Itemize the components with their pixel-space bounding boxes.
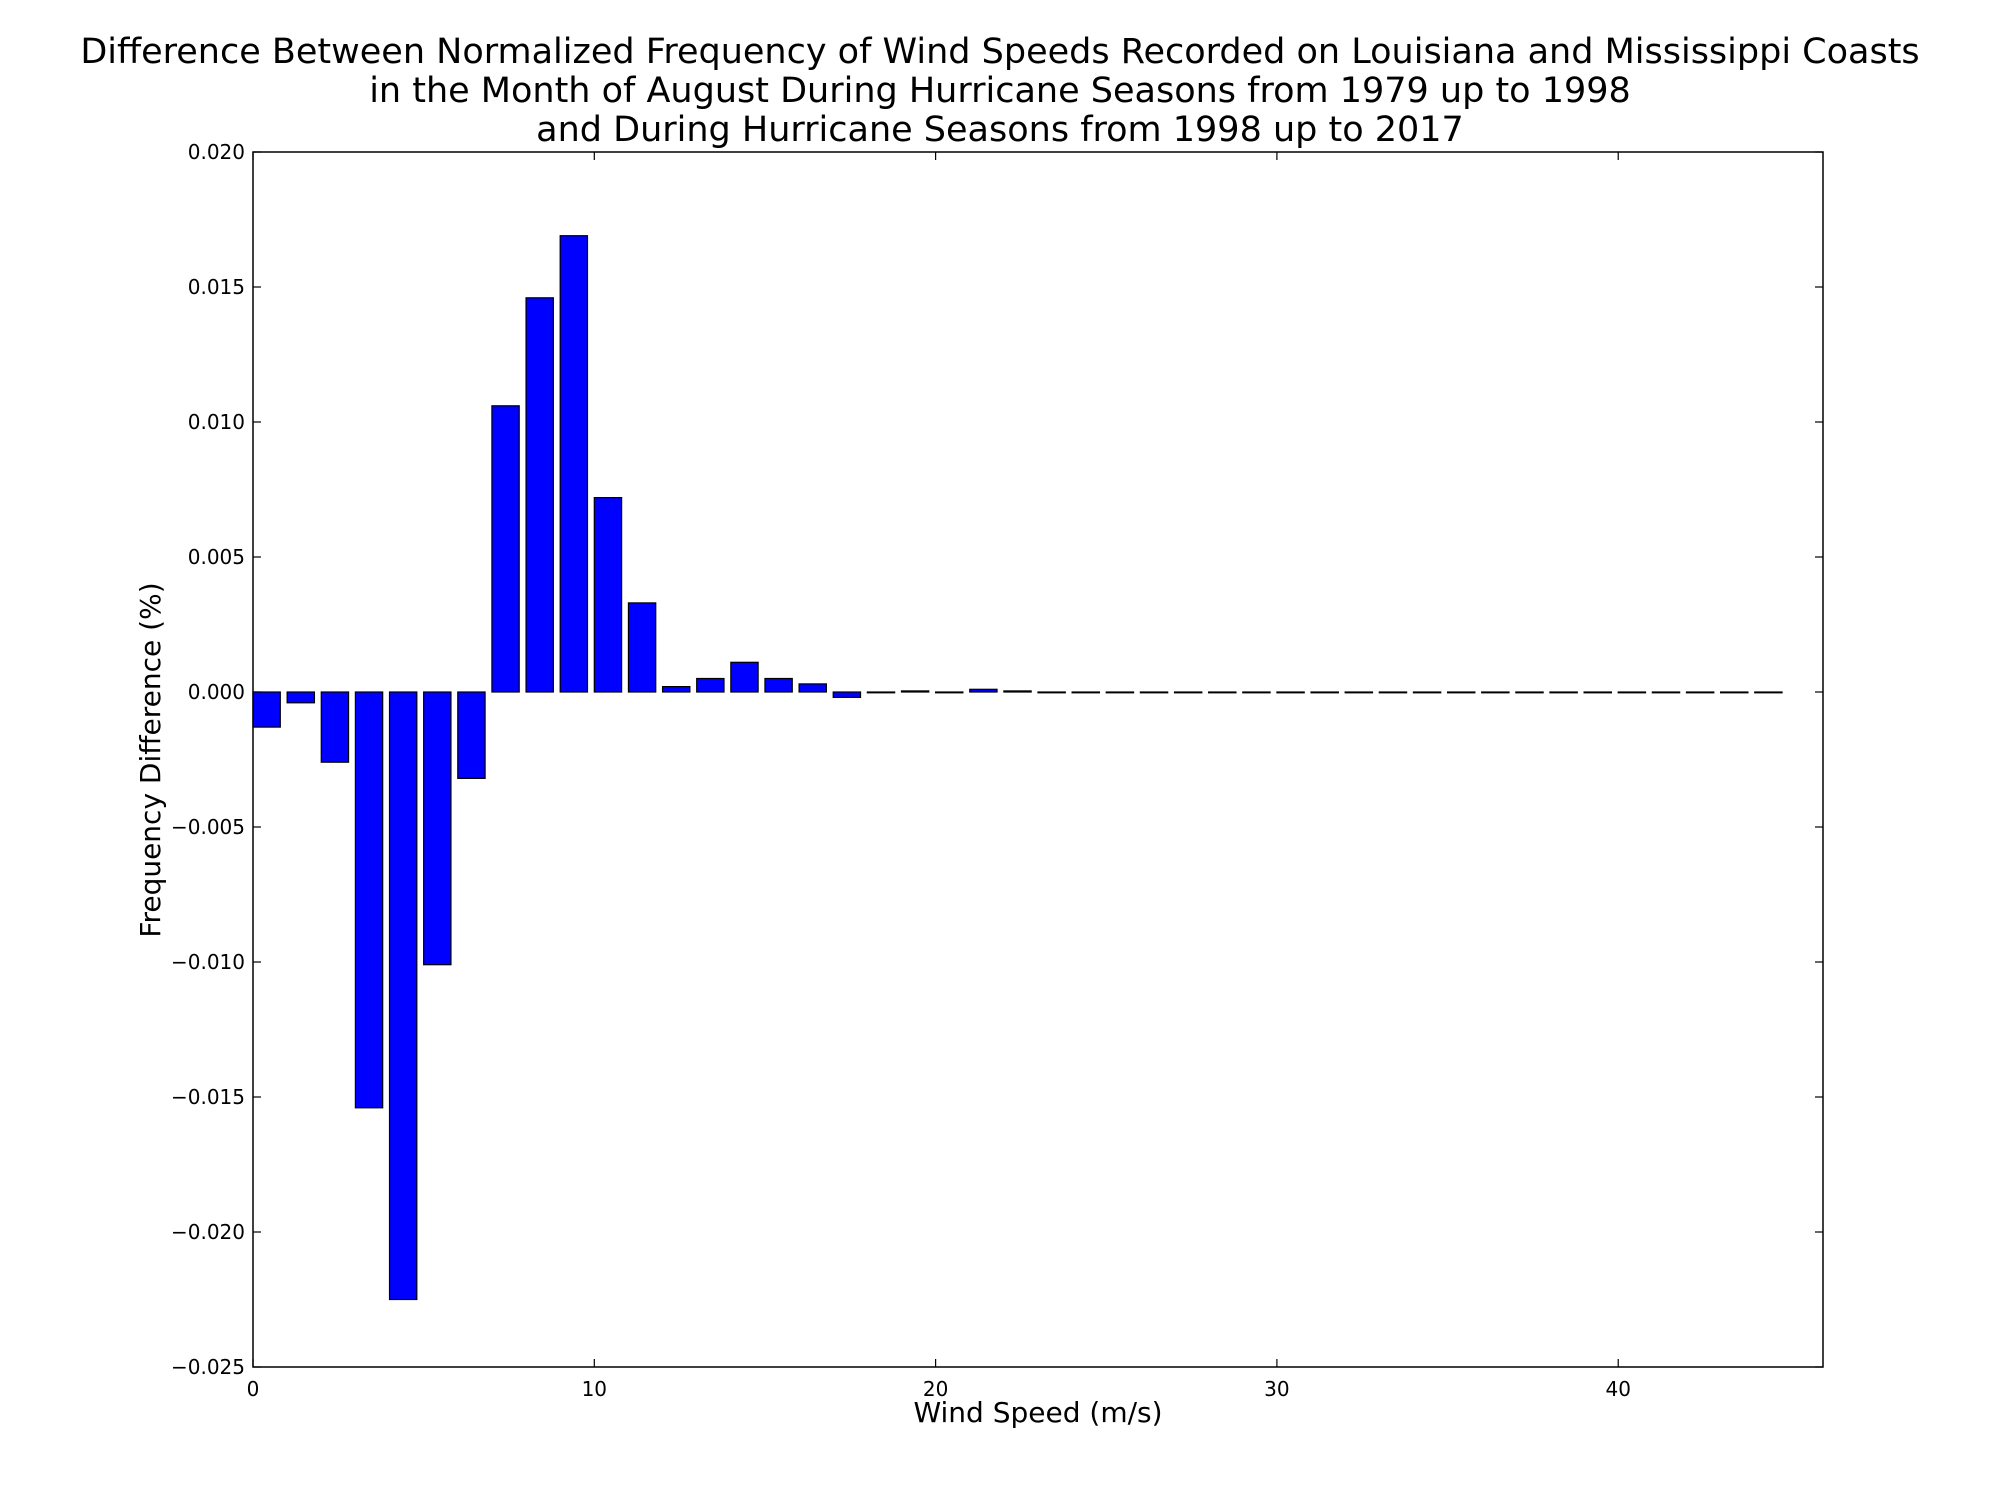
bar: [1754, 691, 1783, 694]
bar: [593, 497, 623, 693]
bar: [423, 691, 452, 966]
bar: [388, 691, 418, 1301]
y-tick-label: −0.005: [171, 815, 245, 839]
bar: [1481, 691, 1510, 694]
x-tick-label: 0: [247, 1377, 260, 1401]
x-axis-label: Wind Speed (m/s): [913, 1396, 1162, 1429]
chart-title-line-3: and During Hurricane Seasons from 1998 u…: [536, 110, 1464, 150]
bar: [491, 405, 520, 693]
bar: [1208, 691, 1237, 694]
bar: [798, 683, 827, 693]
chart-title-line-2: in the Month of August During Hurricane …: [369, 71, 1631, 111]
bars-group: [252, 235, 1783, 1301]
bar: [1685, 691, 1715, 694]
bar: [1173, 691, 1203, 694]
y-tick-label: −0.020: [171, 1220, 245, 1244]
bar: [1105, 691, 1135, 694]
bar: [286, 691, 316, 704]
bar: [1071, 691, 1101, 694]
x-tick-label: 20: [923, 1377, 948, 1401]
plot-frame: [252, 151, 1824, 1368]
y-axis-label: Frequency Difference (%): [134, 582, 167, 937]
bar: [1003, 690, 1032, 693]
bar: [1242, 691, 1271, 694]
bar: [627, 602, 657, 693]
bar: [1378, 691, 1408, 694]
x-tick-label: 40: [1605, 1377, 1630, 1401]
bar: [661, 685, 691, 693]
y-tick-label: 0.005: [188, 545, 245, 569]
bar: [525, 297, 554, 693]
bar: [1720, 691, 1749, 694]
bar: [1310, 691, 1339, 694]
bar: [764, 677, 793, 693]
bar: [559, 235, 589, 693]
y-tick-label: 0.015: [188, 275, 245, 299]
bar: [969, 688, 998, 693]
bar: [866, 691, 896, 694]
bar: [1515, 691, 1544, 694]
bar: [1651, 691, 1681, 694]
bar: [1139, 691, 1169, 694]
bar: [320, 691, 350, 763]
y-tick-label: −0.010: [171, 950, 245, 974]
x-tick-label: 30: [1264, 1377, 1289, 1401]
bar: [354, 691, 384, 1109]
bar: [1412, 691, 1442, 694]
x-tick-label: 10: [582, 1377, 607, 1401]
bar: [1276, 691, 1305, 694]
y-tick-label: 0.020: [188, 140, 245, 164]
bar: [935, 691, 964, 694]
bar: [1446, 691, 1476, 694]
y-tick-label: −0.015: [171, 1085, 245, 1109]
bar: [1583, 691, 1612, 694]
bar: [832, 691, 862, 699]
bar: [1037, 691, 1066, 694]
bar: [1549, 691, 1578, 694]
bar: [1617, 691, 1647, 694]
bar: [900, 690, 930, 693]
y-tick-label: 0.010: [188, 410, 245, 434]
y-tick-label: −0.025: [171, 1355, 245, 1379]
ticks-group: 0 10 20 30 40 0.020 0.015 0.010 0.005 0.000 −0.005…: [171, 140, 1823, 1401]
bar: [252, 691, 281, 728]
bar: [730, 661, 759, 693]
chart-title-line-1: Difference Between Normalized Frequency …: [80, 32, 1920, 72]
y-tick-label: 0.000: [188, 680, 245, 704]
bar: [1344, 691, 1374, 694]
bar: [696, 677, 725, 693]
bar: [457, 691, 486, 780]
